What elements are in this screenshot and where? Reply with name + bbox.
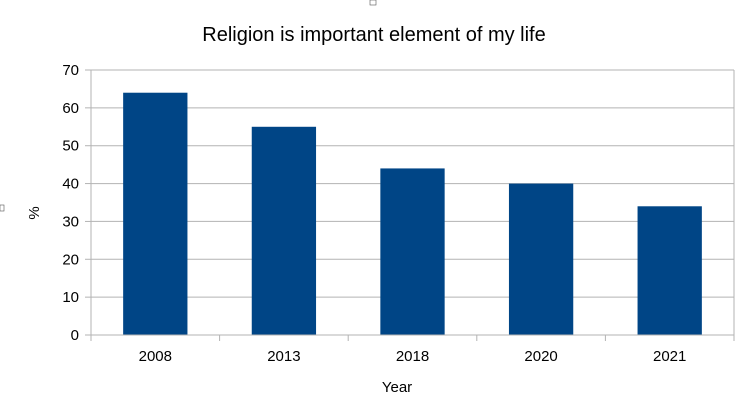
bar-2020 xyxy=(508,183,574,335)
y-axis-label: % xyxy=(26,206,43,219)
y-axis-ticks: 0 10 20 30 40 50 60 70 xyxy=(62,62,91,344)
bar-2021 xyxy=(637,206,702,335)
y-tick-label: 70 xyxy=(62,62,79,79)
y-tick-label: 40 xyxy=(62,176,79,193)
x-tick-label: 2008 xyxy=(139,348,172,365)
selection-handle-top[interactable] xyxy=(369,0,377,6)
selection-handle-left[interactable] xyxy=(0,204,5,212)
bar-2013 xyxy=(251,126,317,336)
y-tick-label: 0 xyxy=(71,327,79,344)
chart-title: Religion is important element of my life xyxy=(202,24,545,46)
x-tick-label: 2013 xyxy=(267,348,300,365)
y-tick-label: 50 xyxy=(62,138,79,155)
bars xyxy=(123,92,702,336)
y-tick-label: 30 xyxy=(62,213,79,230)
y-tick-label: 20 xyxy=(62,251,79,268)
x-axis-ticks: 2008 2013 2018 2020 2021 xyxy=(90,335,735,365)
y-tick-label: 60 xyxy=(62,100,79,117)
axes xyxy=(90,70,735,336)
bar-2008 xyxy=(123,92,188,335)
y-tick-label: 10 xyxy=(62,289,79,306)
x-axis-label: Year xyxy=(382,379,412,396)
x-tick-label: 2018 xyxy=(396,348,429,365)
bar-2018 xyxy=(380,168,445,335)
x-tick-label: 2021 xyxy=(653,348,686,365)
x-tick-label: 2020 xyxy=(524,348,557,365)
